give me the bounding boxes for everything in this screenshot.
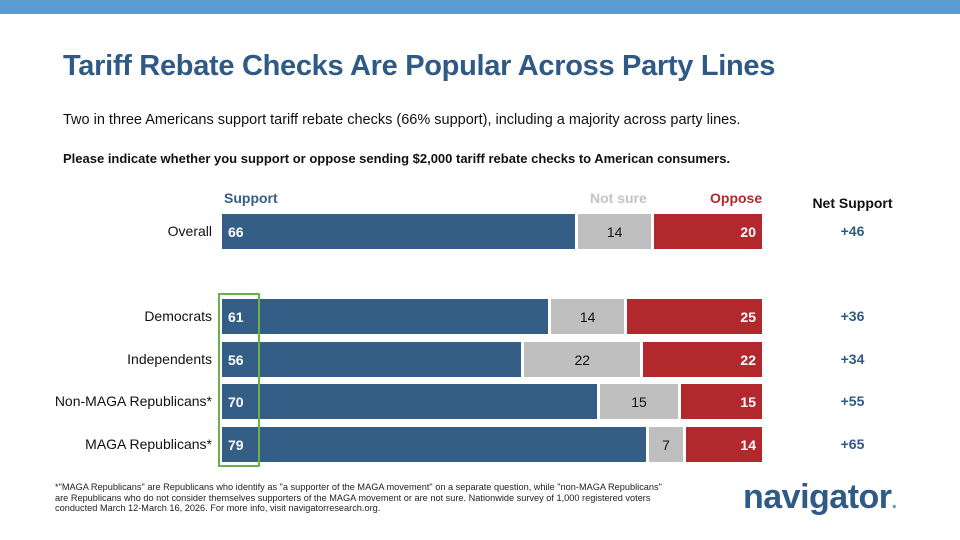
page-title: Tariff Rebate Checks Are Popular Across … bbox=[63, 50, 776, 82]
net-support-value: +46 bbox=[840, 223, 865, 239]
row-label: Non-MAGA Republicans* bbox=[54, 393, 212, 409]
subtitle: Two in three Americans support tariff re… bbox=[63, 112, 741, 128]
navigator-logo: navigator. bbox=[743, 478, 897, 516]
question: Please indicate whether you support or o… bbox=[63, 151, 731, 166]
legend-support: Support bbox=[224, 190, 278, 206]
row-label: Overall bbox=[167, 223, 212, 239]
bar-support: 66 bbox=[222, 214, 576, 249]
footnote: *"MAGA Republicans" are Republicans who … bbox=[55, 482, 662, 513]
bar-not-sure: 15 bbox=[600, 384, 678, 419]
net-support-header: Net Support bbox=[812, 195, 893, 211]
row-label: Democrats bbox=[144, 308, 212, 324]
bar-oppose: 22 bbox=[643, 342, 762, 377]
bar-support: 70 bbox=[222, 384, 597, 419]
bar-not-sure: 14 bbox=[551, 299, 624, 334]
bar-oppose: 20 bbox=[654, 214, 762, 249]
highlight-box bbox=[218, 293, 260, 467]
bar-support: 79 bbox=[222, 427, 646, 462]
bar-oppose: 15 bbox=[681, 384, 762, 419]
bar-support: 56 bbox=[222, 342, 522, 377]
bar-not-sure: 22 bbox=[524, 342, 641, 377]
row-label: Independents bbox=[127, 351, 212, 367]
bar-not-sure: 7 bbox=[648, 427, 684, 462]
bar-not-sure: 14 bbox=[578, 214, 651, 249]
top-bar bbox=[0, 0, 960, 14]
bar-support: 61 bbox=[222, 299, 549, 334]
net-support-value: +55 bbox=[840, 393, 865, 409]
net-support-value: +34 bbox=[840, 351, 865, 367]
bar-oppose: 25 bbox=[627, 299, 762, 334]
net-support-value: +36 bbox=[840, 308, 865, 324]
row-label: MAGA Republicans* bbox=[85, 436, 212, 452]
net-support-value: +65 bbox=[840, 436, 865, 452]
legend-not-sure: Not sure bbox=[590, 190, 647, 206]
legend-oppose: Oppose bbox=[710, 190, 763, 206]
bar-oppose: 14 bbox=[686, 427, 762, 462]
